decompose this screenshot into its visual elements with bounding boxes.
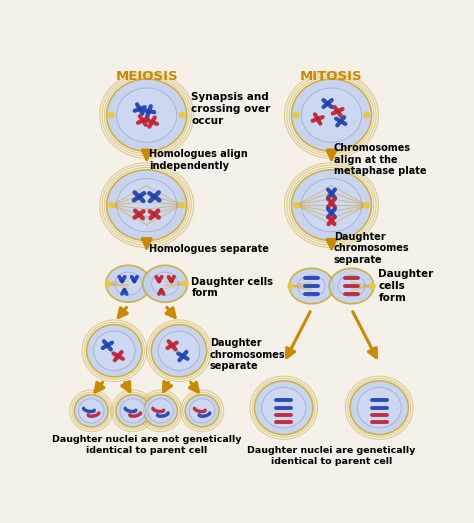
Ellipse shape [190,399,215,423]
Circle shape [293,202,299,208]
Circle shape [293,112,299,118]
Ellipse shape [292,170,372,241]
Circle shape [364,202,369,208]
Text: Homologues separate: Homologues separate [149,244,269,254]
Circle shape [288,283,293,289]
Circle shape [109,202,114,208]
Text: Daughter nuclei are genetically
identical to parent cell: Daughter nuclei are genetically identica… [247,446,416,465]
Ellipse shape [148,399,173,423]
Ellipse shape [87,325,142,377]
Circle shape [182,281,188,287]
Ellipse shape [151,325,207,377]
Ellipse shape [120,399,146,423]
Ellipse shape [116,395,150,427]
Ellipse shape [301,88,362,142]
Text: Synapsis and
crossing over
occur: Synapsis and crossing over occur [191,93,271,126]
Ellipse shape [106,265,151,302]
Ellipse shape [350,381,409,435]
Text: Daughter nuclei are not genetically
identical to parent cell: Daughter nuclei are not genetically iden… [52,436,241,455]
Circle shape [106,281,111,287]
Ellipse shape [289,268,334,304]
Ellipse shape [292,79,372,151]
Ellipse shape [185,395,219,427]
Ellipse shape [357,388,401,428]
Ellipse shape [117,179,177,232]
Ellipse shape [262,388,306,428]
Text: Homologues align
independently: Homologues align independently [149,149,248,170]
Text: Daughter cells
form: Daughter cells form [191,277,273,299]
Ellipse shape [143,265,188,302]
Ellipse shape [144,395,177,427]
Ellipse shape [298,275,325,297]
Text: Daughter
chromosomes
separate: Daughter chromosomes separate [334,232,410,265]
Ellipse shape [255,381,313,435]
Ellipse shape [117,88,177,142]
Ellipse shape [338,275,365,297]
Circle shape [370,283,375,289]
Text: Daughter
cells
form: Daughter cells form [378,269,434,303]
Text: Daughter
chromosomes
separate: Daughter chromosomes separate [210,338,285,371]
Ellipse shape [329,268,374,304]
Ellipse shape [74,395,108,427]
Circle shape [109,112,114,118]
Ellipse shape [93,331,135,370]
Ellipse shape [115,272,142,295]
Text: MEIOSIS: MEIOSIS [115,71,178,84]
Ellipse shape [152,272,179,295]
Text: MITOSIS: MITOSIS [300,71,363,84]
Circle shape [364,112,369,118]
Ellipse shape [158,331,200,370]
Circle shape [179,112,184,118]
Ellipse shape [107,79,187,151]
Ellipse shape [107,170,187,241]
Text: Chromosomes
align at the
metaphase plate: Chromosomes align at the metaphase plate [334,143,426,176]
Ellipse shape [79,399,104,423]
Circle shape [179,202,184,208]
Ellipse shape [301,179,362,232]
